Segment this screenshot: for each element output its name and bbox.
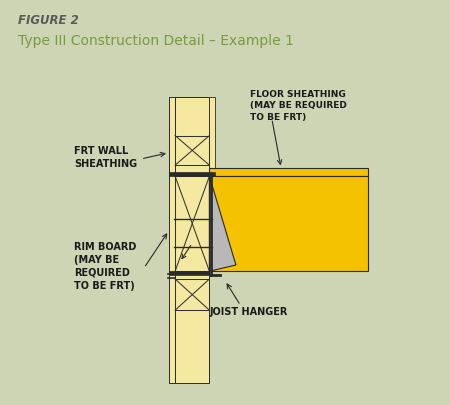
Text: FIGURE 2: FIGURE 2	[18, 14, 79, 27]
Polygon shape	[209, 176, 236, 271]
Text: JOIST HANGER: JOIST HANGER	[209, 307, 288, 317]
Text: Type III Construction Detail – Example 1: Type III Construction Detail – Example 1	[18, 34, 294, 49]
Text: JOIST/TRUSS
DEPTH MAY BE
DEEPER THAN
RIM BOARD: JOIST/TRUSS DEPTH MAY BE DEEPER THAN RIM…	[241, 196, 327, 245]
Bar	[209, 176, 369, 271]
Bar	[169, 271, 209, 275]
Bar	[209, 96, 215, 173]
Bar	[169, 172, 215, 176]
Bar	[175, 176, 209, 271]
Bar	[175, 279, 209, 310]
Text: RIM BOARD
(MAY BE
REQUIRED
TO BE FRT): RIM BOARD (MAY BE REQUIRED TO BE FRT)	[74, 242, 136, 291]
Text: FRT WALL
SHEATHING: FRT WALL SHEATHING	[74, 146, 137, 169]
Bar	[175, 97, 209, 384]
Bar	[209, 168, 369, 176]
Bar	[175, 136, 209, 165]
Text: FLOOR SHEATHING
(MAY BE REQUIRED
TO BE FRT): FLOOR SHEATHING (MAY BE REQUIRED TO BE F…	[250, 90, 347, 122]
Bar	[169, 97, 175, 384]
